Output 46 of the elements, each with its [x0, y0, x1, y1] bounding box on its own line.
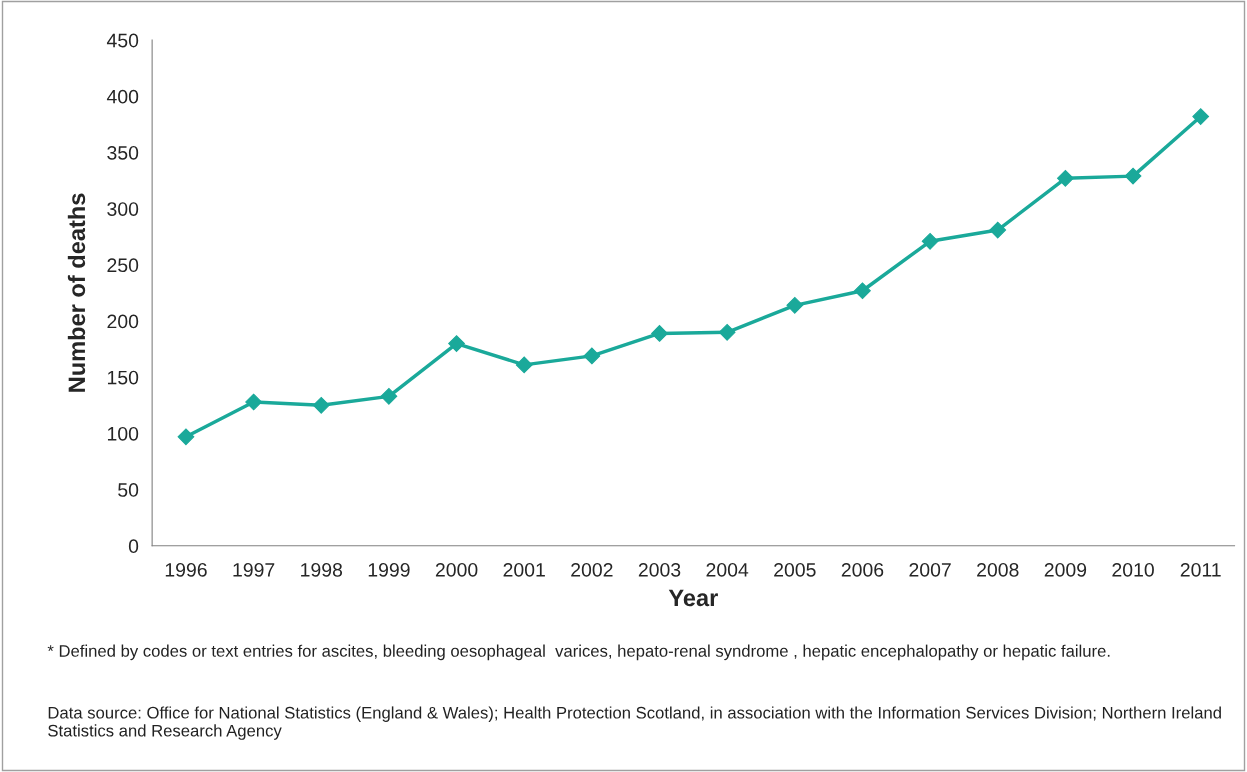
- source-note: Data source: Office for National Statistics (England & Wales); Health Protection Scotland, in association with the Information Services Division; Northern Ireland Statistics and Research Agency: [48, 706, 1221, 740]
- point: [786, 296, 804, 314]
- y-tick-label: 100: [107, 426, 139, 441]
- x-tick-label: 1999: [368, 562, 410, 577]
- x-tick-label: 2008: [977, 562, 1019, 577]
- point: [448, 335, 465, 352]
- x-tick-label: 1998: [301, 562, 343, 577]
- y-tick-label: 50: [118, 483, 139, 497]
- y-tick-label: 450: [106, 33, 139, 48]
- point: [1124, 167, 1142, 185]
- x-tick-label: 2004: [706, 562, 749, 577]
- x-tick-label: 2003: [638, 562, 681, 577]
- x-tick-label: 2007: [909, 562, 951, 577]
- point: [921, 232, 939, 250]
- x-tick-label: 1997: [233, 562, 275, 577]
- text: * Defined by codes or text entries for ascites, bleeding oesophageal varices, hepato-renal syndrome , hepatic encephalopathy or hepatic failure.: [47, 644, 1110, 661]
- point: [718, 323, 736, 341]
- y-tick-label: 350: [107, 145, 139, 160]
- x-tick-label: 2002: [571, 562, 613, 577]
- x-axis-title: Year: [668, 589, 718, 607]
- point: [312, 396, 330, 414]
- y-tick-label: 0: [128, 539, 139, 554]
- point: [583, 347, 601, 365]
- point: [989, 221, 1007, 239]
- x-tick-label: 2010: [1112, 562, 1154, 577]
- point: [1192, 108, 1210, 125]
- y-tick-label: 200: [107, 314, 139, 329]
- x-tick-label: 2000: [435, 562, 478, 577]
- x-tick-label: 2009: [1044, 562, 1087, 577]
- y-axis-title: Number of deaths: [67, 193, 86, 392]
- point: [1057, 169, 1074, 187]
- point: [854, 282, 871, 300]
- y-tick-label: 400: [106, 89, 139, 104]
- y-tick-label: 300: [107, 202, 139, 216]
- point: [380, 387, 398, 405]
- x-tick-label: 2011: [1180, 562, 1221, 577]
- x-tick-label: 2001: [503, 562, 545, 577]
- point: [177, 428, 195, 446]
- x-tick-label: 2006: [841, 562, 884, 577]
- y-tick-label: 250: [107, 258, 139, 273]
- point: [651, 325, 668, 342]
- point: [245, 393, 262, 411]
- y-tick-label: 150: [107, 370, 139, 385]
- x-tick-label: 2005: [774, 562, 816, 577]
- x-tick-label: 1996: [165, 562, 207, 577]
- point: [515, 356, 533, 374]
